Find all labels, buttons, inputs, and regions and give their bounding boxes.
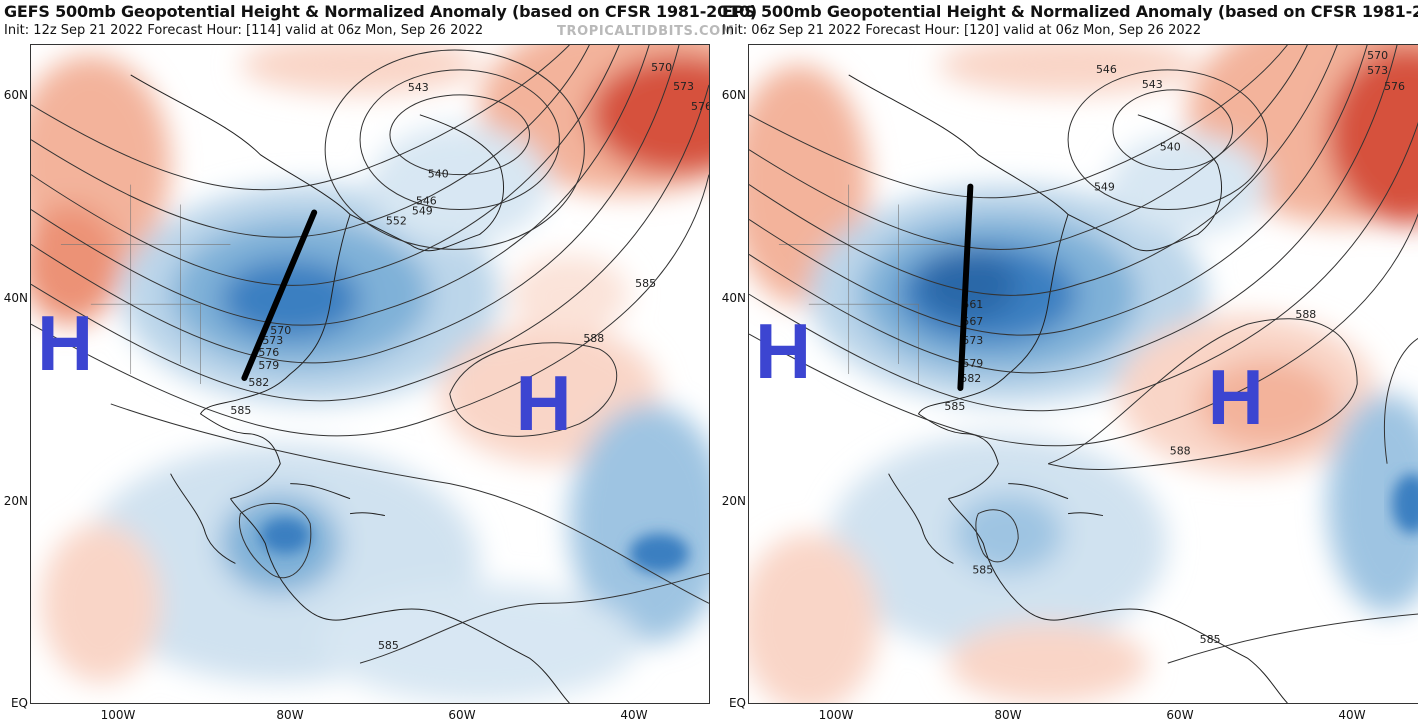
lon-label: 40W	[1338, 708, 1366, 722]
contour-label: 570	[651, 61, 672, 74]
lat-label: EQ	[728, 696, 746, 710]
anomaly-map: 546 543 570 573 576 540 549 588 588 585 …	[748, 44, 1418, 704]
contour-label: 588	[1170, 445, 1191, 458]
lon-label: 60W	[448, 708, 476, 722]
contour-label: 585	[230, 404, 251, 417]
lat-label: 40N	[721, 291, 746, 305]
contour-label: 579	[258, 359, 279, 372]
contour-label: 540	[428, 168, 449, 181]
contour-label: 576	[691, 100, 709, 113]
contour-label: 585	[378, 639, 399, 652]
contour-label: 546	[416, 195, 437, 208]
map-canvas: 546 543 570 573 576 540 549 588 588 585 …	[749, 45, 1418, 703]
high-pressure-marker: H	[516, 361, 572, 447]
contour-label: 585	[635, 277, 656, 290]
lat-label: 20N	[721, 494, 746, 508]
panel-title: GEFS 500mb Geopotential Height & Normali…	[4, 2, 758, 21]
contour-label: 540	[1160, 141, 1181, 154]
contour-labels: 543 570 573 576 540 546 549 552 585 588 …	[230, 61, 709, 652]
contour-label: 582	[960, 372, 981, 385]
panel-title: EPS 500mb Geopotential Height & Normaliz…	[722, 2, 1418, 21]
lon-label: 100W	[818, 708, 854, 722]
contour-label: 585	[944, 400, 965, 413]
contour-label: 576	[1384, 80, 1405, 93]
lat-label: EQ	[10, 696, 28, 710]
high-pressure-marker: H	[37, 301, 93, 387]
lat-label: 60N	[3, 88, 28, 102]
contour-label: 570	[270, 324, 291, 337]
anomaly-map: 543 570 573 576 540 546 549 552 585 588 …	[30, 44, 710, 704]
watermark: TROPICALTIDBITS.COM	[557, 24, 735, 39]
eps-panel: EPS 500mb Geopotential Height & Normaliz…	[718, 0, 1418, 724]
contour-label: 576	[258, 346, 279, 359]
contour-label: 543	[408, 81, 429, 94]
anomaly-shading	[749, 45, 1418, 703]
contour-label: 585	[972, 563, 993, 576]
high-pressure-marker: H	[1208, 355, 1264, 441]
height-contours	[749, 45, 1418, 664]
contour-label: 573	[673, 80, 694, 93]
panel-subtitle: Init: 06z Sep 21 2022 Forecast Hour: [12…	[722, 23, 1202, 38]
trough-axis-line	[241, 209, 318, 381]
lat-label: 20N	[3, 494, 28, 508]
lon-label: 80W	[994, 708, 1022, 722]
lon-label: 40W	[620, 708, 648, 722]
lat-label: 40N	[3, 291, 28, 305]
lon-label: 100W	[100, 708, 136, 722]
anomaly-shading	[31, 45, 709, 703]
lon-label: 60W	[1166, 708, 1194, 722]
contour-label: 552	[386, 214, 407, 227]
contour-label: 582	[248, 376, 269, 389]
panel-subtitle: Init: 12z Sep 21 2022 Forecast Hour: [11…	[4, 23, 484, 38]
contour-label: 573	[962, 334, 983, 347]
contour-label: 567	[962, 315, 983, 328]
gefs-panel: GEFS 500mb Geopotential Height & Normali…	[3, 2, 757, 722]
height-contours	[31, 45, 709, 664]
contour-label: 585	[1200, 633, 1221, 646]
contour-label: 588	[1295, 308, 1316, 321]
contour-label: 543	[1142, 78, 1163, 91]
contour-label: 546	[1096, 63, 1117, 76]
coastlines	[848, 74, 1288, 703]
trough-axis-line	[957, 183, 974, 391]
contour-label: 588	[583, 332, 604, 345]
map-canvas: 543 570 573 576 540 546 549 552 585 588 …	[31, 45, 709, 703]
contour-label: 579	[962, 357, 983, 370]
contour-label: 573	[1367, 64, 1388, 77]
contour-label: 549	[1094, 181, 1115, 194]
contour-label: 573	[262, 334, 283, 347]
high-pressure-marker: H	[755, 309, 811, 395]
contour-label: 570	[1367, 49, 1388, 62]
lat-label: 60N	[721, 88, 746, 102]
contour-label: 549	[412, 204, 433, 217]
lon-label: 80W	[276, 708, 304, 722]
